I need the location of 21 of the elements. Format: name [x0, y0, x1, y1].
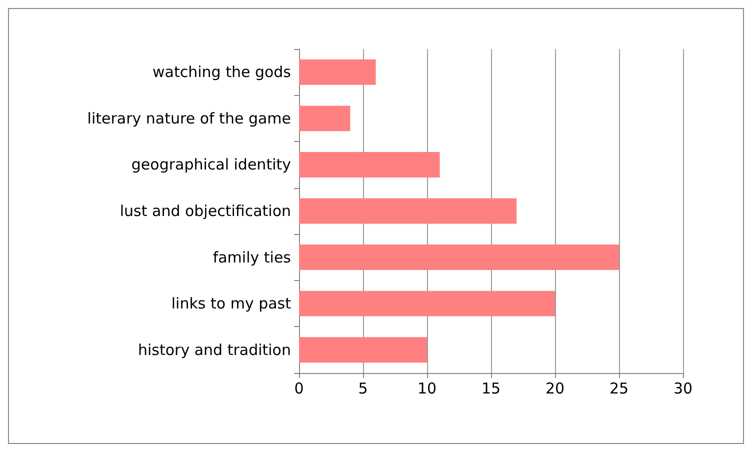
bar: [299, 290, 555, 316]
bar: [299, 106, 350, 132]
y-tick-label: lust and objectification: [120, 202, 291, 220]
y-tick-label: history and tradition: [138, 340, 291, 359]
x-tick-label: 30: [673, 380, 693, 398]
y-tick-label: geographical identity: [131, 156, 292, 174]
y-tick-label: literary nature of the game: [87, 109, 291, 128]
x-tick-label: 5: [358, 380, 368, 398]
x-tick-label: 15: [481, 380, 501, 398]
bar: [299, 337, 427, 363]
x-tick-label: 0: [294, 380, 304, 398]
bar: [299, 244, 619, 270]
y-tick-label: watching the gods: [152, 63, 292, 82]
y-tick-label: links to my past: [171, 294, 292, 313]
y-tick-label: family ties: [212, 248, 292, 266]
bar: [299, 59, 376, 85]
x-tick-label: 10: [417, 380, 437, 398]
bar: [299, 198, 517, 224]
x-tick-label: 25: [609, 380, 629, 398]
x-tick-label: 20: [545, 380, 565, 398]
bar: [299, 152, 440, 178]
